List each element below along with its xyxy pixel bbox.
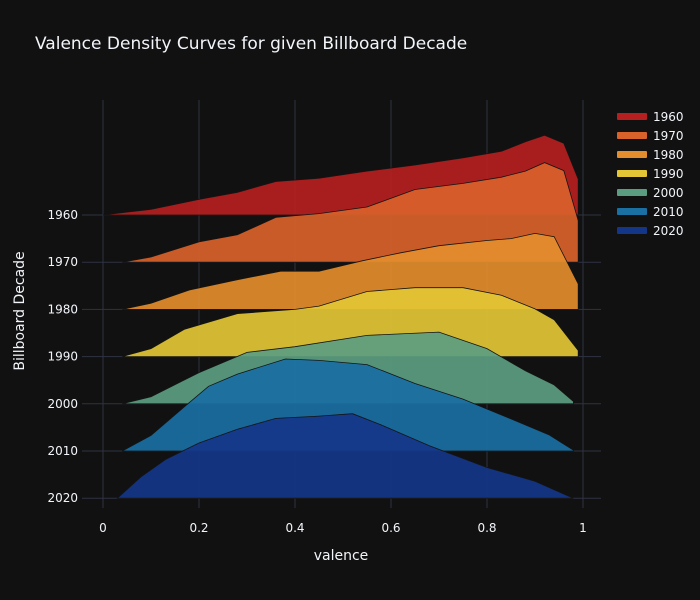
legend-swatch xyxy=(617,227,647,234)
legend-swatch xyxy=(617,151,647,158)
y-tick-label: 2020 xyxy=(47,491,78,505)
y-tick-label: 1970 xyxy=(47,255,78,269)
x-tick-label: 0.4 xyxy=(285,521,304,535)
legend-label: 2010 xyxy=(653,204,684,219)
legend-swatch xyxy=(617,113,647,120)
chart-title: Valence Density Curves for given Billboa… xyxy=(35,34,468,54)
density-areas xyxy=(102,134,579,499)
legend-swatch xyxy=(617,208,647,215)
legend-label: 1980 xyxy=(653,147,684,162)
y-tick-label: 2010 xyxy=(47,444,78,458)
legend-label: 2020 xyxy=(653,223,684,238)
density-area-2020[interactable] xyxy=(116,413,574,499)
legend-label: 1990 xyxy=(653,166,684,181)
density-area-2010[interactable] xyxy=(122,358,574,452)
legend-swatch xyxy=(617,189,647,196)
legend-swatch xyxy=(617,132,647,139)
x-tick-label: 1 xyxy=(579,521,587,535)
x-axis-label: valence xyxy=(314,548,369,564)
x-tick-label: 0 xyxy=(99,521,107,535)
legend-item-2000[interactable]: 2000 xyxy=(617,183,684,202)
y-axis-label: Billboard Decade xyxy=(12,251,28,370)
legend-label: 1960 xyxy=(653,109,684,124)
legend-item-1990[interactable]: 1990 xyxy=(617,164,684,183)
x-axis-ticks: 0 0.2 0.4 0.6 0.8 1 xyxy=(99,521,587,535)
legend-label: 2000 xyxy=(653,185,684,200)
legend[interactable]: 1960 1970 1980 1990 2000 2010 2020 xyxy=(617,107,684,240)
y-axis-ticks: 1960 1970 1980 1990 2000 2010 2020 xyxy=(47,208,78,505)
y-tick-label: 1960 xyxy=(47,208,78,222)
legend-item-1970[interactable]: 1970 xyxy=(617,126,684,145)
y-tick-label: 2000 xyxy=(47,397,78,411)
density-area-1970[interactable] xyxy=(122,162,579,263)
x-tick-label: 0.6 xyxy=(381,521,400,535)
y-tick-label: 1980 xyxy=(47,302,78,316)
density-area-1990[interactable] xyxy=(122,287,579,357)
legend-swatch xyxy=(617,170,647,177)
legend-label: 1970 xyxy=(653,128,684,143)
legend-item-1960[interactable]: 1960 xyxy=(617,107,684,126)
legend-item-2020[interactable]: 2020 xyxy=(617,221,684,240)
y-tick-label: 1990 xyxy=(47,350,78,364)
x-tick-label: 0.8 xyxy=(477,521,496,535)
legend-item-1980[interactable]: 1980 xyxy=(617,145,684,164)
legend-item-2010[interactable]: 2010 xyxy=(617,202,684,221)
x-tick-label: 0.2 xyxy=(189,521,208,535)
